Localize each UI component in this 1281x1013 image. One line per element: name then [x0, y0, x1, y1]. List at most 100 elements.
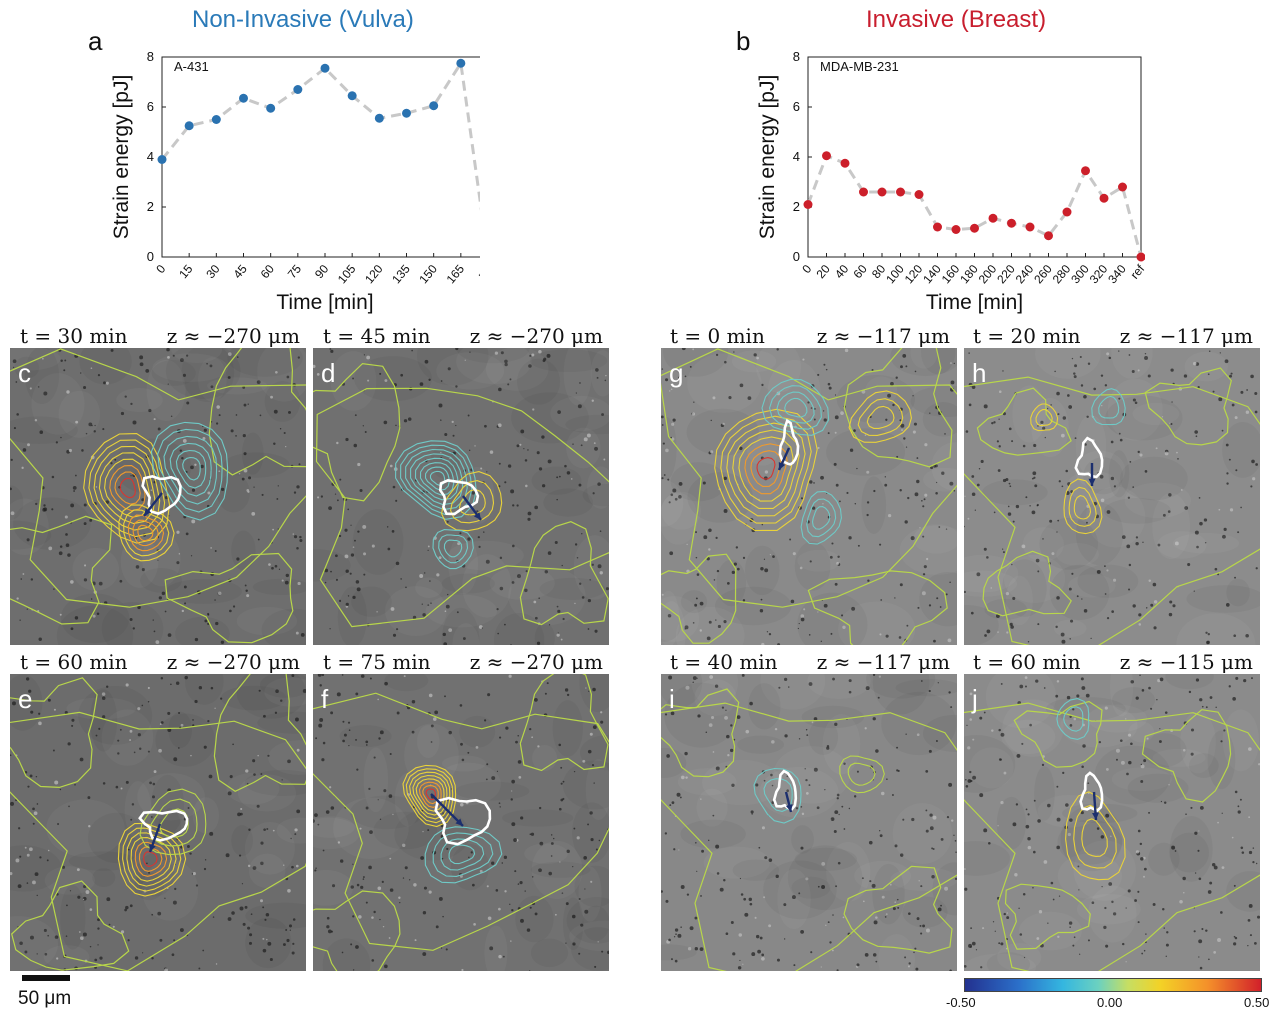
contour-line — [415, 778, 445, 812]
panel-letter: j — [971, 684, 978, 714]
shade — [1057, 819, 1123, 865]
speckle — [991, 421, 994, 425]
speckle — [696, 870, 698, 872]
contour-line — [88, 439, 166, 538]
shade — [78, 685, 153, 745]
speckle — [930, 466, 934, 470]
y-tick-label: 0 — [147, 249, 154, 264]
speckle — [1105, 768, 1109, 771]
speckle — [209, 364, 213, 368]
speckle — [270, 395, 273, 399]
shade — [1056, 543, 1100, 566]
speckle — [1199, 805, 1204, 810]
speckle — [892, 403, 895, 407]
speckle — [202, 437, 206, 441]
speckle — [593, 442, 596, 444]
speckle — [1171, 401, 1173, 403]
speckle — [220, 487, 225, 492]
speckle — [1233, 935, 1236, 938]
speckle — [694, 603, 698, 607]
speckle — [772, 555, 775, 558]
speckle — [112, 925, 115, 928]
x-tick-label: 20 — [813, 262, 833, 281]
speckle — [559, 861, 561, 863]
shade — [801, 705, 865, 729]
speckle — [430, 724, 434, 728]
contour-line — [982, 550, 1072, 617]
speckle — [1225, 603, 1230, 607]
speckle — [231, 911, 235, 915]
y-axis-label: Strain energy [pJ] — [110, 75, 133, 240]
speckle — [1233, 634, 1237, 638]
speckle — [101, 696, 106, 700]
speckle — [813, 717, 818, 721]
speckle — [1190, 728, 1195, 732]
speckle — [1115, 758, 1118, 761]
speckle — [821, 885, 826, 889]
speckle — [295, 717, 299, 722]
speckle — [529, 906, 532, 909]
speckle — [366, 355, 371, 360]
speckle — [1207, 632, 1210, 636]
speckle — [793, 964, 796, 967]
speckle — [474, 445, 476, 447]
speckle — [1157, 678, 1161, 683]
speckle — [875, 749, 879, 753]
speckle — [420, 856, 425, 860]
speckle — [1165, 955, 1167, 957]
speckle — [172, 900, 177, 905]
speckle — [761, 383, 764, 387]
speckle — [347, 508, 350, 511]
speckle — [184, 602, 187, 605]
speckle — [1198, 830, 1200, 832]
speckle — [775, 874, 779, 879]
speckle — [119, 579, 123, 583]
shade — [661, 416, 677, 480]
data-point — [877, 187, 887, 197]
speckle — [764, 856, 768, 860]
speckle — [565, 902, 569, 906]
shade — [1018, 911, 1082, 951]
speckle — [692, 681, 694, 684]
speckle — [1096, 569, 1101, 574]
speckle — [76, 868, 80, 872]
speckle — [1090, 637, 1092, 640]
speckle — [294, 828, 298, 832]
speckle — [1130, 742, 1133, 746]
speckle — [120, 930, 125, 934]
speckle — [498, 907, 501, 911]
speckle — [604, 379, 607, 382]
arrow-head — [149, 844, 156, 852]
speckle — [26, 882, 29, 884]
speckle — [345, 602, 349, 607]
shade — [1012, 385, 1047, 443]
speckle — [29, 774, 33, 778]
speckle — [1120, 760, 1125, 765]
speckle — [827, 921, 830, 924]
speckle — [686, 543, 688, 546]
speckle — [871, 368, 874, 371]
speckle — [595, 368, 599, 372]
speckle — [204, 619, 208, 623]
speckle — [575, 392, 577, 394]
speckle — [866, 513, 869, 517]
speckle — [273, 442, 276, 446]
speckle — [894, 901, 897, 904]
speckle — [668, 938, 671, 942]
speckle — [1248, 747, 1252, 751]
contour-line — [756, 457, 776, 480]
speckle — [368, 865, 372, 870]
shade — [1186, 585, 1260, 613]
shade — [1152, 493, 1191, 560]
speckle — [562, 797, 565, 801]
speckle — [978, 468, 981, 470]
speckle — [665, 378, 669, 382]
speckle — [1096, 827, 1100, 830]
speckle — [1156, 698, 1158, 701]
speckle — [147, 750, 150, 753]
speckle — [916, 917, 920, 921]
speckle — [674, 497, 678, 501]
speckle — [1082, 744, 1086, 748]
shade — [1176, 613, 1256, 645]
speckle — [287, 410, 291, 414]
